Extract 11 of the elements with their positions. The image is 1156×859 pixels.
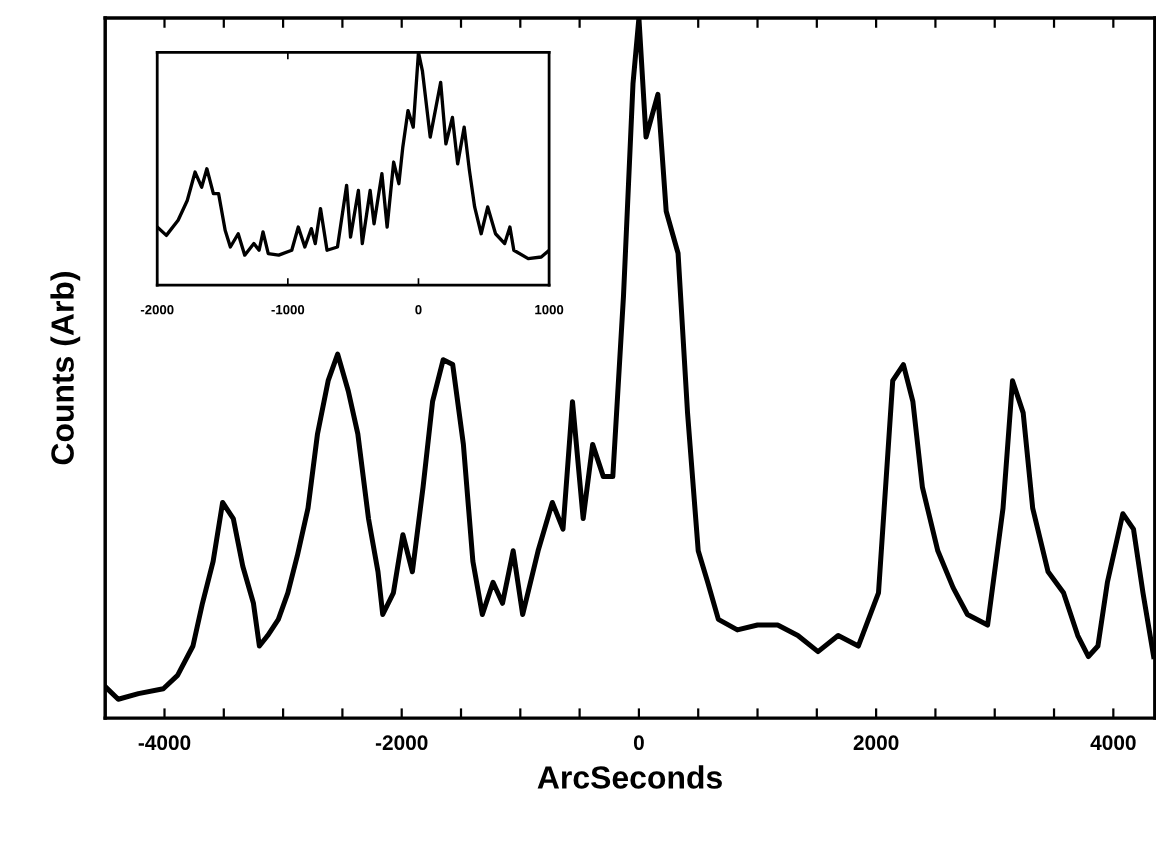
x-axis-title: ArcSeconds [537,765,722,789]
x-tick-label: 0 [633,735,644,751]
x-tick-label: 4000 [1090,735,1136,751]
x-tick-label: -2000 [140,304,174,315]
x-tick-label: 1000 [535,304,564,315]
x-tick-label: -2000 [375,735,428,751]
x-tick-label: 0 [415,304,422,315]
x-tick-label: -4000 [138,735,191,751]
y-axis-title: Counts (Arb) [50,272,81,465]
x-tick-label: 2000 [853,735,899,751]
x-tick-label: -1000 [271,304,305,315]
